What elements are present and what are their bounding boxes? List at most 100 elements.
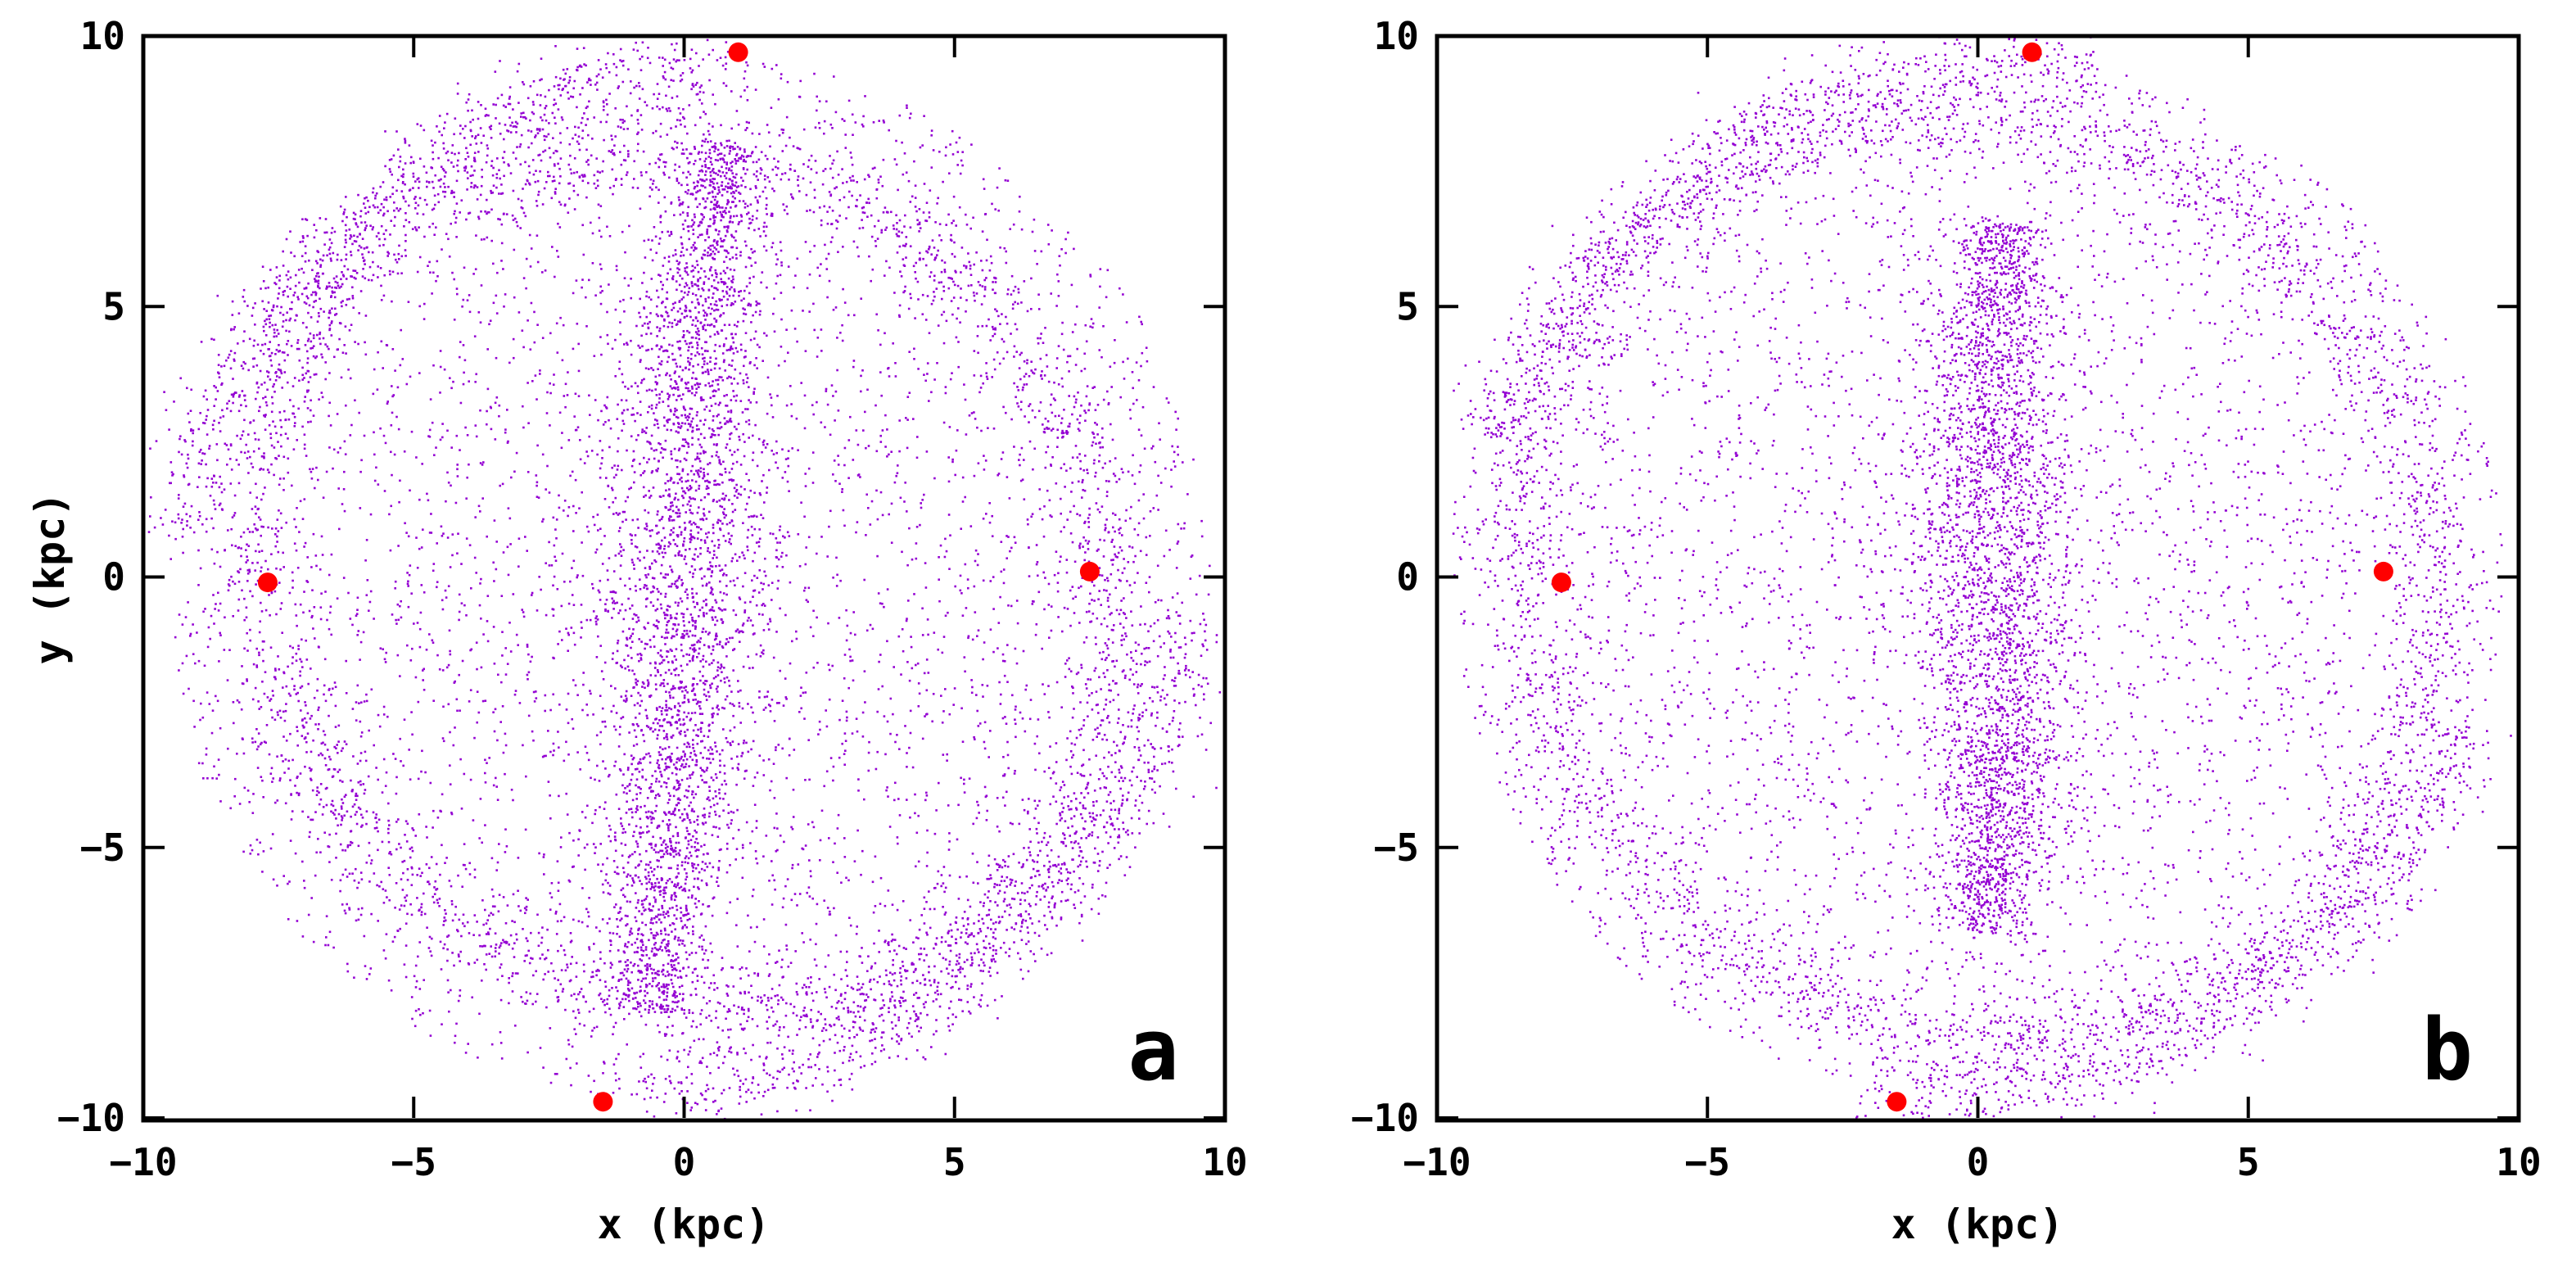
particle-point bbox=[1038, 799, 1041, 803]
particle-point bbox=[887, 941, 890, 943]
particle-point bbox=[681, 998, 685, 1000]
particle-point bbox=[603, 404, 606, 407]
particle-point bbox=[960, 776, 962, 780]
particle-point bbox=[543, 754, 545, 758]
particle-point bbox=[1073, 612, 1076, 614]
particle-point bbox=[179, 437, 181, 441]
particle-point bbox=[947, 456, 950, 459]
particle-point bbox=[535, 170, 537, 172]
particle-point bbox=[758, 528, 761, 531]
particle-point bbox=[1164, 467, 1167, 470]
particle-point bbox=[870, 1038, 874, 1042]
particle-point bbox=[331, 307, 333, 310]
particle-point bbox=[862, 429, 865, 432]
particle-point bbox=[628, 577, 631, 580]
particle-point bbox=[878, 1015, 881, 1018]
particle-point bbox=[237, 581, 241, 583]
particle-point bbox=[525, 991, 528, 993]
particle-point bbox=[355, 822, 359, 826]
particle-point bbox=[651, 972, 653, 975]
particle-point bbox=[237, 482, 241, 485]
particle-point bbox=[845, 876, 847, 880]
particle-point bbox=[532, 80, 536, 83]
particle-point bbox=[970, 143, 973, 146]
particle-point bbox=[277, 713, 279, 717]
particle-point bbox=[431, 208, 434, 211]
particle-point bbox=[1079, 901, 1082, 904]
particle-point bbox=[785, 698, 788, 700]
particle-point bbox=[442, 532, 445, 535]
particle-point bbox=[667, 984, 670, 986]
particle-point bbox=[313, 696, 316, 699]
particle-point bbox=[773, 720, 776, 722]
particle-point bbox=[216, 699, 219, 703]
particle-point bbox=[911, 667, 914, 670]
particle-point bbox=[459, 341, 462, 343]
particle-point bbox=[431, 421, 434, 424]
particle-point bbox=[992, 576, 995, 578]
particle-point bbox=[856, 989, 859, 992]
particle-point bbox=[499, 484, 501, 487]
particle-point bbox=[965, 224, 969, 226]
particle-point bbox=[1003, 898, 1006, 901]
particle-point bbox=[1197, 673, 1200, 676]
particle-point bbox=[903, 225, 906, 228]
particle-point bbox=[288, 880, 291, 883]
particle-point bbox=[978, 283, 982, 287]
particle-point bbox=[898, 314, 901, 317]
particle-point bbox=[306, 234, 309, 238]
particle-point bbox=[339, 446, 341, 450]
particle-point bbox=[509, 124, 512, 127]
particle-point bbox=[680, 74, 682, 77]
particle-point bbox=[481, 497, 484, 500]
particle-point bbox=[343, 909, 346, 912]
particle-point bbox=[355, 701, 358, 704]
particle-point bbox=[937, 249, 939, 252]
particle-point bbox=[1077, 671, 1080, 674]
particle-point bbox=[552, 152, 555, 155]
particle-point bbox=[297, 269, 301, 271]
particle-point bbox=[780, 996, 783, 999]
particle-point bbox=[454, 726, 456, 729]
particle-point bbox=[807, 159, 811, 161]
particle-point bbox=[1130, 505, 1132, 509]
particle-point bbox=[1019, 711, 1022, 714]
particle-point bbox=[787, 351, 789, 354]
particle-point bbox=[576, 574, 579, 577]
particle-point bbox=[330, 260, 332, 262]
particle-point bbox=[626, 923, 629, 925]
particle-point bbox=[395, 776, 398, 779]
particle-point bbox=[563, 395, 566, 397]
particle-point bbox=[494, 905, 496, 908]
particle-point bbox=[314, 723, 317, 726]
particle-point bbox=[752, 1076, 754, 1079]
particle-point bbox=[444, 919, 447, 922]
particle-point bbox=[961, 1010, 964, 1012]
particle-point bbox=[944, 940, 947, 943]
particle-point bbox=[1026, 310, 1029, 313]
particle-point bbox=[711, 716, 714, 719]
particle-point bbox=[1099, 813, 1102, 817]
particle-point bbox=[879, 602, 882, 604]
particle-point bbox=[811, 897, 814, 900]
particle-point bbox=[909, 731, 912, 735]
particle-point bbox=[296, 624, 298, 627]
particle-point bbox=[535, 697, 538, 699]
particle-point bbox=[303, 400, 306, 403]
particle-point bbox=[948, 832, 951, 835]
particle-point bbox=[500, 681, 503, 684]
particle-point bbox=[974, 549, 978, 552]
particle-point bbox=[595, 926, 598, 929]
particle-point bbox=[333, 745, 336, 749]
particle-point bbox=[617, 450, 619, 453]
particle-point bbox=[400, 904, 403, 907]
particle-point bbox=[602, 760, 604, 762]
particle-point bbox=[704, 157, 707, 161]
particle-point bbox=[522, 115, 525, 119]
particle-point bbox=[599, 205, 603, 207]
particle-point bbox=[960, 296, 962, 299]
particle-point bbox=[949, 944, 952, 947]
particle-point bbox=[477, 151, 480, 153]
particle-point bbox=[983, 721, 987, 724]
particle-point bbox=[310, 714, 313, 717]
